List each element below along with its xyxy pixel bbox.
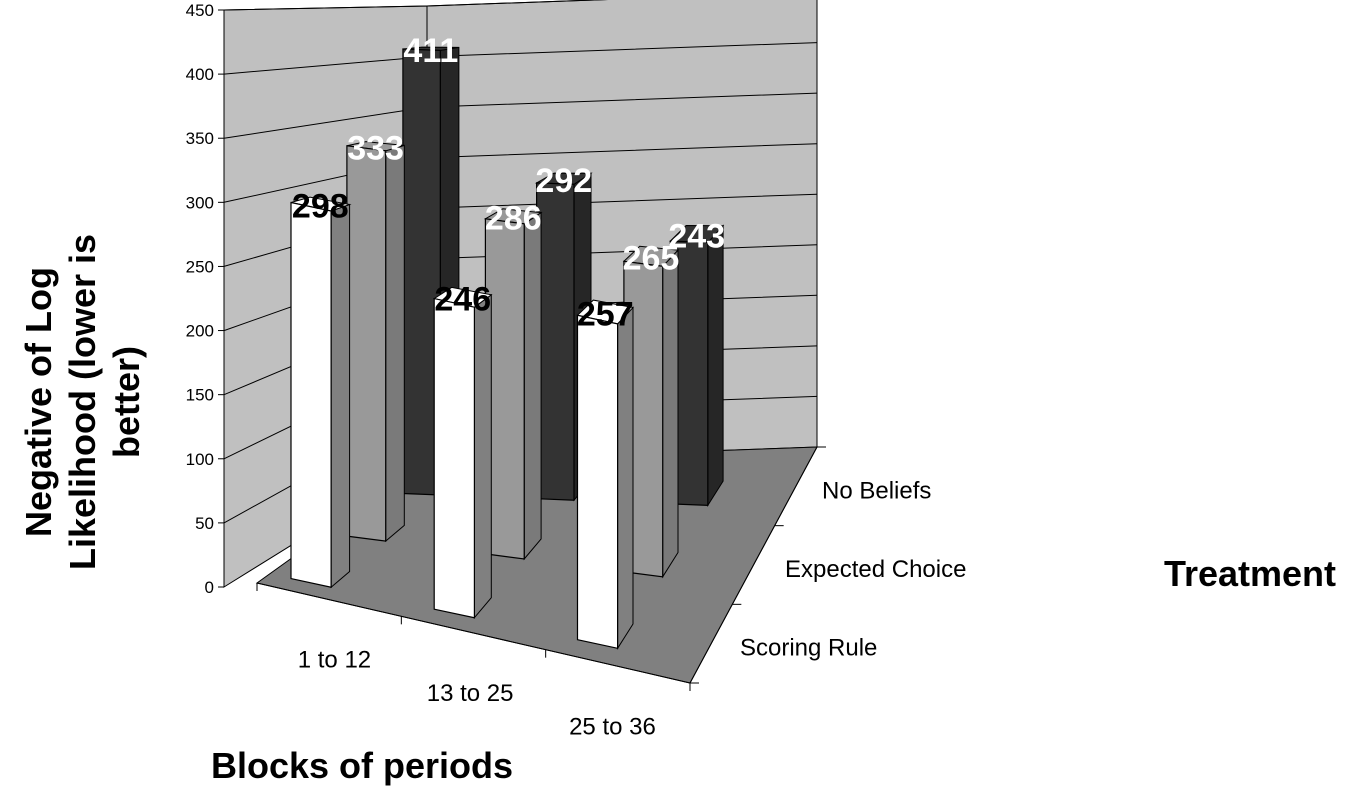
bar-scoring-rule: 257 — [576, 295, 634, 651]
y-axis-title-line-1: Negative of Log — [18, 267, 59, 537]
y-tick-label: 450 — [186, 1, 214, 20]
bar-expected-choice: 286 — [483, 200, 543, 561]
bar-scoring-rule: 298 — [290, 187, 352, 589]
bar-side-face — [330, 203, 351, 589]
y-axis-title-line-3: better) — [106, 346, 147, 458]
y-tick-label: 350 — [186, 129, 214, 148]
y-tick-label: 50 — [195, 514, 214, 533]
bar-value-label: 333 — [347, 130, 404, 168]
y-tick-label: 150 — [186, 386, 214, 405]
x-category-label: 13 to 25 — [427, 680, 514, 707]
bar-front-face — [535, 182, 575, 501]
y-tick-label: 0 — [205, 578, 214, 597]
bar-value-label: 257 — [577, 295, 634, 333]
depth-axis: Scoring Rule Expected Choice No Beliefs — [689, 446, 966, 684]
y-axis-title: Negative of Log Likelihood (lower is bet… — [18, 234, 147, 570]
bar-value-label: 292 — [535, 162, 592, 200]
bar-side-face — [707, 224, 724, 508]
bar-side-face — [385, 144, 405, 543]
bar-value-label: 265 — [623, 240, 680, 278]
bar-expected-choice: 333 — [346, 130, 405, 543]
bar-front-face — [290, 201, 332, 588]
bars-layer: 243 292 411 265 286 333 257 246 298 — [290, 32, 725, 651]
bar-scoring-rule: 246 — [432, 281, 493, 620]
depth-category-label: Scoring Rule — [740, 635, 877, 662]
bar-side-face — [617, 306, 634, 651]
y-tick-label: 300 — [186, 193, 214, 212]
y-tick-label: 200 — [186, 322, 214, 341]
bar-side-face — [662, 248, 679, 579]
x-category-label: 1 to 12 — [298, 647, 371, 674]
bar-front-face — [433, 297, 475, 619]
depth-category-label: Expected Choice — [785, 556, 966, 583]
bar-value-label: 286 — [485, 200, 542, 238]
bar-value-label: 246 — [434, 281, 491, 319]
bar-side-face — [473, 293, 492, 620]
bar-value-label: 411 — [403, 32, 458, 70]
x-axis-line — [256, 582, 691, 684]
bar-value-label: 298 — [292, 187, 349, 225]
y-axis-title-line-2: Likelihood (lower is — [62, 234, 103, 570]
depth-category-label: No Beliefs — [822, 477, 931, 504]
x-category-label: 25 to 36 — [569, 713, 656, 740]
y-tick-label: 100 — [186, 450, 214, 469]
y-tick-label: 250 — [186, 257, 214, 276]
bar-side-face — [523, 211, 542, 561]
x-axis-title: Blocks of periods — [211, 745, 513, 786]
y-tick-label: 400 — [186, 65, 214, 84]
bar-front-face — [576, 314, 619, 650]
gridline — [223, 0, 609, 11]
x-axis: 1 to 12 13 to 25 25 to 36 — [256, 582, 691, 740]
bar-front-face — [346, 145, 387, 542]
bar-value-label: 243 — [668, 217, 725, 255]
depth-axis-title: Treatment — [1164, 553, 1336, 594]
bar-no-beliefs: 243 — [668, 217, 725, 508]
depth-axis-line — [689, 446, 818, 684]
bar-expected-choice: 265 — [623, 240, 680, 579]
y-axis: 0 50 100 150 200 250 300 350 400 450 — [186, 1, 225, 597]
